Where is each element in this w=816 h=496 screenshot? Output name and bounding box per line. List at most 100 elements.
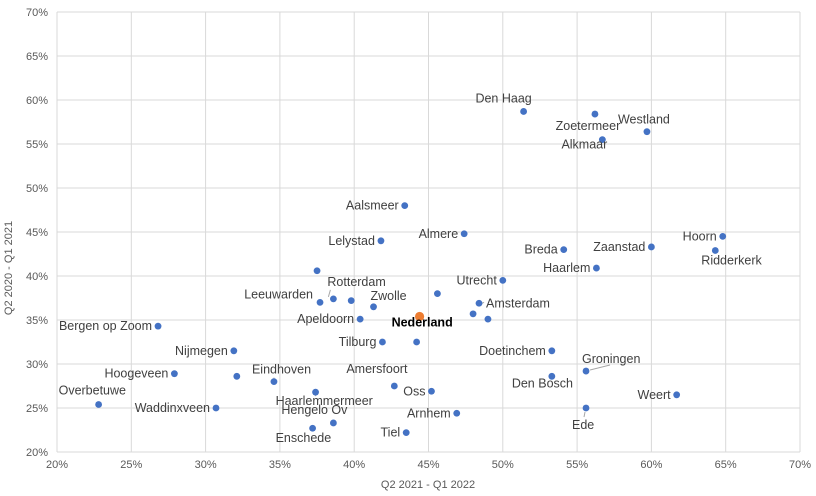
data-point: [598, 136, 606, 144]
data-point: [591, 110, 599, 118]
x-tick-label: 30%: [195, 459, 217, 471]
y-tick-label: 40%: [26, 271, 48, 283]
point-label: Aalsmeer: [346, 199, 399, 213]
point-label: Amsterdam: [486, 296, 550, 310]
point-label: Nederland: [392, 315, 453, 329]
data-point: [428, 387, 435, 395]
data-point: [377, 237, 385, 245]
data-point: [347, 297, 355, 305]
leader-line: [583, 411, 586, 418]
point-label: Den Haag: [475, 91, 531, 105]
data-point: [230, 347, 238, 355]
data-point: [309, 424, 316, 432]
x-tick-label: 55%: [566, 459, 588, 471]
gridlines: [56, 11, 801, 453]
y-tick-label: 60%: [26, 95, 48, 107]
data-point: [401, 202, 409, 210]
data-point: [413, 338, 421, 346]
data-point: [270, 378, 278, 385]
point-label: Alkmaar: [561, 138, 607, 152]
x-tick-label: 20%: [46, 459, 68, 471]
data-point: [648, 243, 655, 251]
y-tick-label: 55%: [26, 139, 48, 151]
y-tick-label: 50%: [26, 183, 48, 195]
point-label: Doetinchem: [479, 344, 546, 358]
point-label: Rotterdam: [327, 275, 385, 289]
point-label: Westland: [618, 113, 670, 127]
highlight-point: [414, 311, 425, 322]
point-label: Tilburg: [339, 335, 377, 349]
data-point: [154, 322, 162, 330]
point-labels: Westland Alkmaar Den Haag Zoetermeer Aalsmee…: [59, 91, 763, 445]
point-label: Utrecht: [457, 273, 498, 287]
point-label: Hoogeveen: [104, 367, 168, 381]
data-point: [719, 233, 727, 240]
x-tick-label: 65%: [715, 459, 737, 471]
y-tick-label: 35%: [26, 315, 48, 327]
data-point: [484, 315, 492, 323]
x-tick-label: 50%: [492, 459, 514, 471]
y-tick-label: 30%: [26, 359, 48, 371]
point-label: Nijmegen: [175, 344, 228, 358]
y-tick-label: 45%: [26, 227, 48, 239]
data-point: [499, 277, 507, 284]
point-label: Ede: [572, 418, 594, 432]
data-point: [582, 367, 590, 375]
point-label: Hengelo Ov: [281, 403, 348, 417]
data-point: [313, 267, 321, 275]
data-point: [460, 230, 468, 238]
y-tick-label: 65%: [26, 51, 48, 63]
data-point: [643, 128, 651, 136]
tick-labels: 20% 25% 30% 35% 40% 45% 50% 55% 60% 65% 70% 20% 25% 3…: [26, 7, 811, 471]
point-label: Almere: [419, 227, 459, 241]
data-points: [95, 108, 727, 437]
point-label: Den Bosch: [512, 376, 573, 390]
point-label: Apeldoorn: [297, 312, 354, 326]
point-label: Overbetuwe: [59, 383, 126, 397]
data-point: [673, 391, 681, 399]
point-label: Haarlemmermeer: [276, 394, 373, 408]
leader-line: [327, 289, 331, 298]
point-label: Tiel: [381, 426, 401, 440]
point-label: Hoorn: [683, 229, 717, 243]
x-tick-label: 45%: [417, 459, 439, 471]
point-label: Eindhoven: [252, 363, 311, 377]
point-label: Zwolle: [371, 289, 407, 303]
x-axis-title: Q2 2021 - Q1 2022: [381, 479, 475, 491]
point-label: Amersfoort: [346, 362, 408, 376]
y-tick-label: 70%: [26, 7, 48, 19]
point-label: Arnhem: [407, 406, 451, 420]
x-tick-label: 60%: [640, 459, 662, 471]
point-label: Lelystad: [328, 234, 375, 248]
point-label: Zaanstad: [593, 240, 645, 254]
data-point: [370, 303, 377, 311]
x-tick-label: 70%: [789, 459, 811, 471]
data-point: [520, 108, 528, 115]
data-point: [312, 388, 319, 396]
y-tick-label: 25%: [26, 403, 48, 415]
point-label: Bergen op Zoom: [59, 319, 152, 333]
data-point: [548, 372, 556, 380]
data-point: [329, 295, 337, 303]
point-label: Leeuwarden: [244, 287, 313, 301]
leader-line: [589, 364, 611, 371]
data-point: [379, 338, 386, 346]
point-label: Weert: [638, 388, 672, 402]
x-tick-label: 35%: [269, 459, 291, 471]
point-label: Waddinxveen: [135, 401, 210, 415]
point-label: Breda: [524, 243, 557, 257]
data-point: [548, 347, 556, 355]
data-point: [95, 401, 103, 408]
data-point: [469, 310, 477, 318]
data-point: [593, 264, 600, 272]
x-tick-label: 40%: [343, 459, 365, 471]
point-label: Ridderkerk: [701, 253, 762, 267]
data-point: [475, 299, 483, 307]
data-point: [582, 404, 590, 412]
data-point: [453, 409, 461, 417]
point-label: Zoetermeer: [556, 119, 621, 133]
data-point: [329, 419, 337, 427]
data-point: [233, 372, 241, 380]
data-point: [212, 404, 220, 412]
